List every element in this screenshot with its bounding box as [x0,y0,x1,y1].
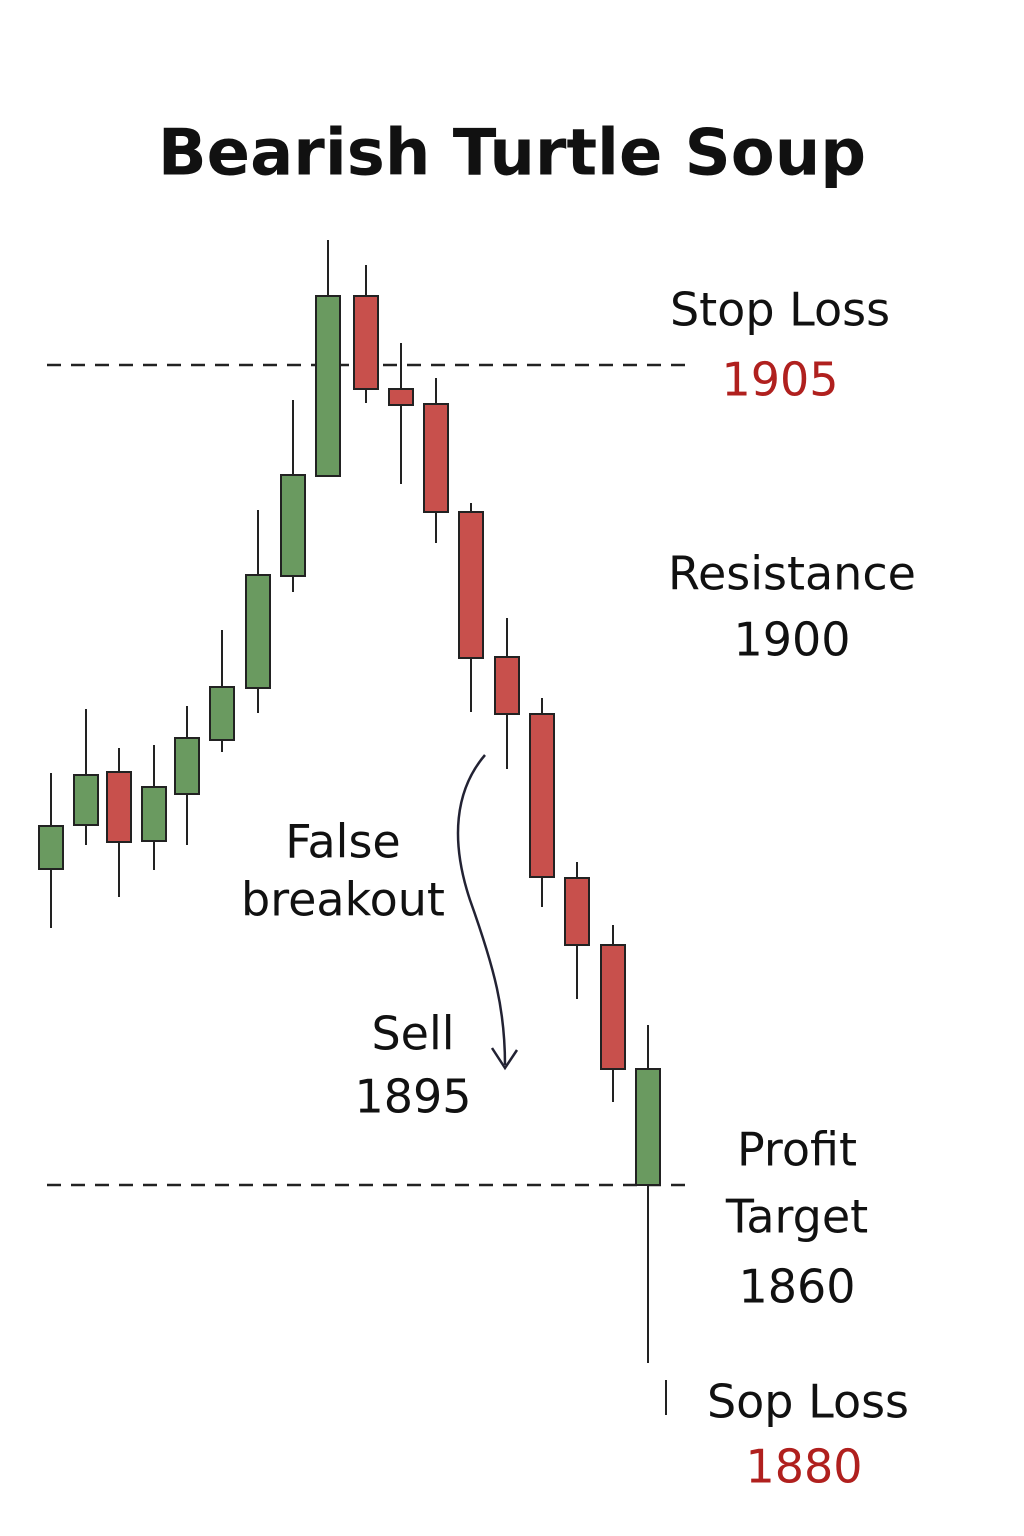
candle-body [73,774,99,826]
candle-body [458,511,484,659]
candle-body [564,877,590,946]
candles [38,240,661,1363]
candle-body [141,786,167,842]
stop-loss-label: Stop Loss [670,283,890,337]
candle-body [529,713,555,878]
candle-body [388,388,414,406]
resistance-price: 1900 [733,613,850,667]
profit-target-label: Target [725,1190,868,1244]
title: Bearish Turtle Soup [158,117,866,191]
candle-body [209,686,235,741]
profit-target-price: 1860 [738,1260,855,1314]
profit-target-label: Profit [737,1123,857,1177]
candle-body [38,825,64,870]
candle-body [600,944,626,1070]
resistance-label: Resistance [668,547,916,601]
candle-body [423,403,449,513]
lower-stop-loss-label: Sop Loss [707,1375,909,1429]
candle-body [174,737,200,795]
sell-label: Sell [371,1007,454,1061]
candle-body [494,656,520,715]
sell-price: 1895 [354,1070,471,1124]
lower-stop-loss-price: 1880 [745,1440,862,1494]
candle-body [106,771,132,843]
stop-loss-price: 1905 [721,353,838,407]
candle-body [353,295,379,390]
false-breakout-label: False [285,815,400,869]
candle-body [280,474,306,577]
false-breakout-label: breakout [241,873,445,927]
arrow-head [490,1047,519,1071]
candle-body [245,574,271,689]
arrow [456,754,507,1066]
candle-body [315,295,341,477]
candle-body [635,1068,661,1186]
